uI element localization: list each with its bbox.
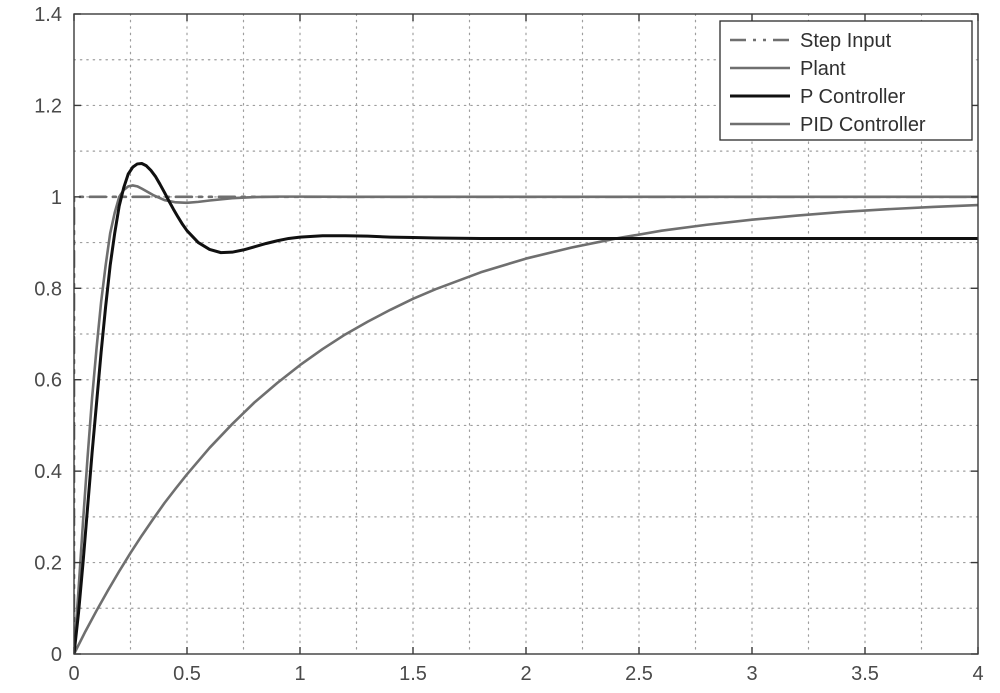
ytick-label: 1.4 (34, 4, 62, 26)
xtick-label: 1.5 (399, 663, 427, 685)
xtick-label: 1 (294, 663, 305, 685)
xtick-label: 0 (68, 663, 79, 685)
ytick-label: 0 (51, 644, 62, 666)
legend-label: PID Controller (800, 114, 926, 136)
ytick-label: 1 (51, 187, 62, 209)
ytick-label: 0.4 (34, 461, 62, 483)
legend-label: P Controller (800, 86, 906, 108)
chart-container: { "chart": { "type": "line", "width": 10… (0, 0, 1000, 693)
xtick-label: 0.5 (173, 663, 201, 685)
xtick-label: 3.5 (851, 663, 879, 685)
xtick-label: 4 (972, 663, 983, 685)
xtick-label: 2.5 (625, 663, 653, 685)
line-chart: 0 0.5 1 1.5 2 2.5 3 3.5 4 0 0.2 0.4 0.6 0.8 1 1.2 1.4 Ste… (0, 0, 1000, 693)
xtick-label: 3 (746, 663, 757, 685)
legend-label: Plant (800, 58, 846, 80)
legend: Step Input Plant P Controller PID Controlle… (720, 21, 972, 140)
xtick-label: 2 (520, 663, 531, 685)
ytick-label: 0.2 (34, 553, 62, 575)
legend-label: Step Input (800, 30, 892, 52)
ytick-label: 0.6 (34, 370, 62, 392)
ytick-label: 0.8 (34, 278, 62, 300)
ytick-label: 1.2 (34, 95, 62, 117)
